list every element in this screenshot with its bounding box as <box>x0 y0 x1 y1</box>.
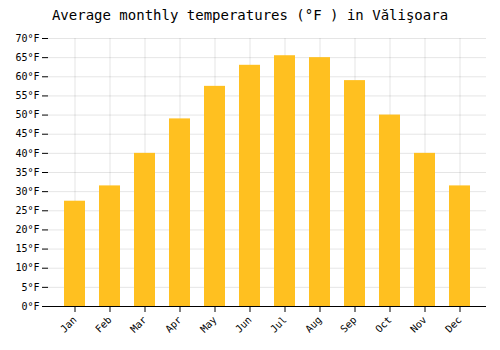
svg-text:30°F: 30°F <box>15 186 39 197</box>
svg-text:55°F: 55°F <box>15 90 39 101</box>
svg-text:Oct: Oct <box>373 314 394 335</box>
svg-text:40°F: 40°F <box>15 148 39 159</box>
svg-text:Nov: Nov <box>408 314 429 335</box>
svg-text:Sep: Sep <box>338 314 359 335</box>
svg-text:0°F: 0°F <box>21 301 39 312</box>
svg-text:50°F: 50°F <box>15 109 39 120</box>
svg-text:Jun: Jun <box>233 314 254 335</box>
svg-text:65°F: 65°F <box>15 52 39 63</box>
svg-text:5°F: 5°F <box>21 282 39 293</box>
html-text:Average monthly temperatures (: Average monthly temperatures (°F ) in Vă… <box>51 7 449 23</box>
svg-text:35°F: 35°F <box>15 167 39 178</box>
svg-text:Feb: Feb <box>93 314 114 335</box>
svg-text:60°F: 60°F <box>15 71 39 82</box>
svg-text:25°F: 25°F <box>15 205 39 216</box>
svg-text:Dec: Dec <box>443 314 464 335</box>
svg-text:Mar: Mar <box>128 314 149 335</box>
svg-text:45°F: 45°F <box>15 128 39 139</box>
svg-text:10°F: 10°F <box>15 262 39 273</box>
svg-text:Jul: Jul <box>268 314 289 335</box>
svg-text:15°F: 15°F <box>15 243 39 254</box>
svg-text:May: May <box>198 314 219 335</box>
svg-text:20°F: 20°F <box>15 224 39 235</box>
svg-text:Apr: Apr <box>163 314 184 335</box>
svg-text:Aug: Aug <box>303 314 324 335</box>
svg-text:70°F: 70°F <box>15 33 39 44</box>
svg-text:Jan: Jan <box>58 314 79 335</box>
